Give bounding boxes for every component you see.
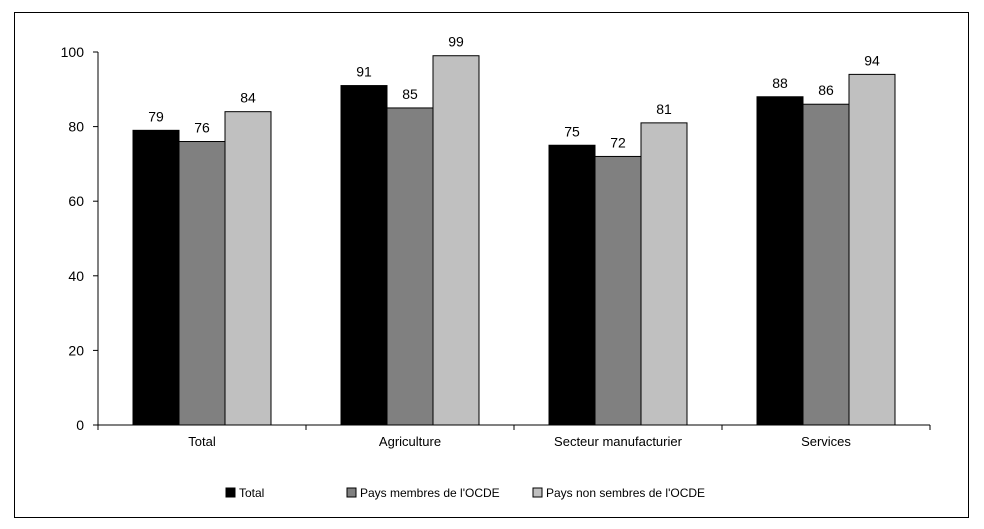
legend-label-1: Pays membres de l'OCDE xyxy=(360,486,500,500)
data-label-0-0: 79 xyxy=(148,108,164,124)
y-tick-label-2: 40 xyxy=(68,268,84,284)
x-tick-label-3: Services xyxy=(801,434,851,449)
bar-0-2 xyxy=(224,111,272,426)
data-label-3-0: 88 xyxy=(772,75,788,91)
bar-3-0 xyxy=(756,96,804,426)
legend-label-2: Pays non sembres de l'OCDE xyxy=(546,486,705,500)
bar-2-1 xyxy=(594,155,642,426)
data-label-2-2: 81 xyxy=(656,101,672,117)
data-label-3-2: 94 xyxy=(864,52,880,68)
bar-1-0 xyxy=(340,85,388,426)
data-label-3-1: 86 xyxy=(818,82,834,98)
y-tick-label-4: 80 xyxy=(68,119,84,135)
y-tick-label-1: 20 xyxy=(68,342,84,358)
y-tick-label-3: 60 xyxy=(68,193,84,209)
bar-2-2 xyxy=(640,122,688,426)
bar-0-1 xyxy=(178,141,226,426)
bar-2-0 xyxy=(548,144,596,426)
legend-label-0: Total xyxy=(239,486,264,500)
x-tick-label-2: Secteur manufacturier xyxy=(554,434,683,449)
x-tick-label-0: Total xyxy=(188,434,216,449)
legend-swatch-2 xyxy=(532,487,543,498)
x-tick-label-1: Agriculture xyxy=(379,434,441,449)
y-tick-label-0: 0 xyxy=(76,417,84,433)
legend-swatch-1 xyxy=(346,487,357,498)
data-label-1-2: 99 xyxy=(448,34,464,50)
bar-1-1 xyxy=(386,107,434,426)
bar-0-0 xyxy=(132,129,180,426)
bar-3-1 xyxy=(802,103,850,426)
y-tick-label-5: 100 xyxy=(61,44,85,60)
bar-3-2 xyxy=(848,73,896,426)
bar-1-2 xyxy=(432,55,480,426)
data-label-2-0: 75 xyxy=(564,123,580,139)
data-label-0-1: 76 xyxy=(194,120,210,136)
data-label-0-2: 84 xyxy=(240,90,256,106)
data-label-2-1: 72 xyxy=(610,134,626,150)
data-label-1-0: 91 xyxy=(356,64,372,80)
legend-swatch-0 xyxy=(225,487,236,498)
data-label-1-1: 85 xyxy=(402,86,418,102)
